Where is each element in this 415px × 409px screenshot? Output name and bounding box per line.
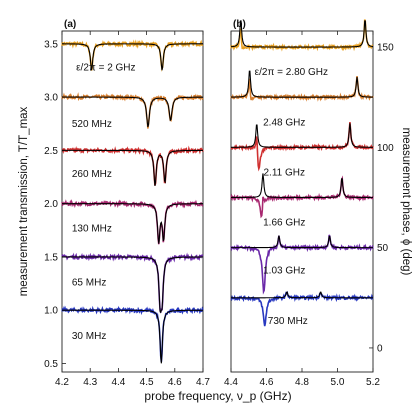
panel-a-x-tick-label: 4.5 — [140, 377, 154, 388]
series-b-2-data — [230, 121, 374, 172]
series-a-4-fit — [62, 256, 204, 314]
x-axis-label: probe frequency, ν_p (GHz) — [144, 389, 291, 403]
series-b-4-label: 1.03 GHz — [263, 266, 305, 277]
series-a-5-fit — [62, 309, 204, 364]
series-b-5-label: 730 MHz — [268, 316, 308, 327]
panel-a-frame — [61, 30, 204, 373]
panel-b-label: (b) — [233, 19, 246, 30]
series-b-0-fit — [230, 20, 374, 48]
series-a-4-label: 65 MHz — [72, 278, 106, 289]
series-a-0-label: ε/2π = 2 GHz — [76, 62, 135, 73]
series-a-1-fit — [62, 96, 203, 128]
series-a-3-label: 130 MHz — [72, 223, 112, 234]
series-b-2-fit — [231, 123, 373, 148]
panel-a-y-tick-label: 2.5 — [44, 146, 58, 157]
series-a-2-data — [61, 145, 204, 186]
series-a-2-fit — [62, 149, 204, 186]
panel-b-x-tick-label: 5.0 — [331, 377, 345, 388]
panel-a-y-tick-label: 2.0 — [44, 199, 58, 210]
panel-a-y-tick-label: 1.5 — [44, 252, 58, 263]
series-b-0-data — [230, 19, 374, 52]
series-a-1-label: 520 MHz — [72, 119, 112, 130]
panel-b-y-tick-label: 0 — [377, 343, 383, 354]
panel-a-y-tick-label: 3.0 — [44, 93, 58, 104]
panel-a-x-tick-label: 4.7 — [196, 377, 210, 388]
panel-b-y-axis-label: measurement phase, ϕ (deg) — [400, 128, 412, 276]
series-b-1-fit — [231, 70, 373, 98]
panel-a-y-tick-label: 1.0 — [44, 306, 58, 317]
series-a-4-data — [61, 252, 204, 313]
panel-a-x-tick-label: 4.2 — [55, 377, 69, 388]
panel-a-x-tick-label: 4.6 — [168, 377, 182, 388]
panel-b-x-tick-label: 4.8 — [295, 377, 309, 388]
panel-a-y-tick-label: 3.5 — [44, 39, 58, 50]
series-a-0-fit — [61, 43, 203, 71]
series-b-1-label: 2.48 GHz — [263, 117, 305, 128]
series-b-4-data — [230, 234, 374, 295]
panel-a-y-axis-label: measurement transmission, T/T_max — [18, 106, 30, 296]
panel-a-y-tick-label: 0.5 — [44, 359, 58, 370]
panel-b-y-tick-label: 50 — [377, 243, 389, 254]
series-b-0-label: ε/2π = 2.80 GHz — [255, 67, 328, 78]
series-a-3-fit — [62, 203, 204, 244]
panel-b: 4.4 4.6 4.8 5.0 5.2 0 50 100 150 (b) measurement p… — [224, 19, 412, 388]
panel-a: 4.2 4.3 4.4 4.5 4.6 4.7 0.5 1.0 1.5 2.0 2.5 3.0 3.5 (… — [18, 19, 210, 388]
series-a-2-label: 260 MHz — [72, 169, 112, 180]
series-a-5-label: 30 MHz — [72, 331, 106, 342]
panel-b-y-tick-label: 150 — [377, 43, 394, 54]
panel-b-y-tick-label: 100 — [377, 143, 394, 154]
panel-b-x-tick-label: 4.6 — [260, 377, 274, 388]
series-b-2-label: 2.11 GHz — [264, 167, 306, 178]
panel-b-x-tick-label: 4.4 — [224, 377, 238, 388]
panel-a-label: (a) — [64, 19, 76, 30]
panel-a-x-tick-label: 4.3 — [83, 377, 97, 388]
series-b-3-fit — [231, 173, 373, 199]
panel-b-x-tick-label: 5.2 — [366, 377, 380, 388]
panel-a-x-tick-label: 4.4 — [111, 377, 125, 388]
series-b-4-fit — [231, 235, 373, 249]
series-b-5-fit — [231, 291, 373, 299]
series-b-3-label: 1.66 GHz — [263, 218, 305, 229]
